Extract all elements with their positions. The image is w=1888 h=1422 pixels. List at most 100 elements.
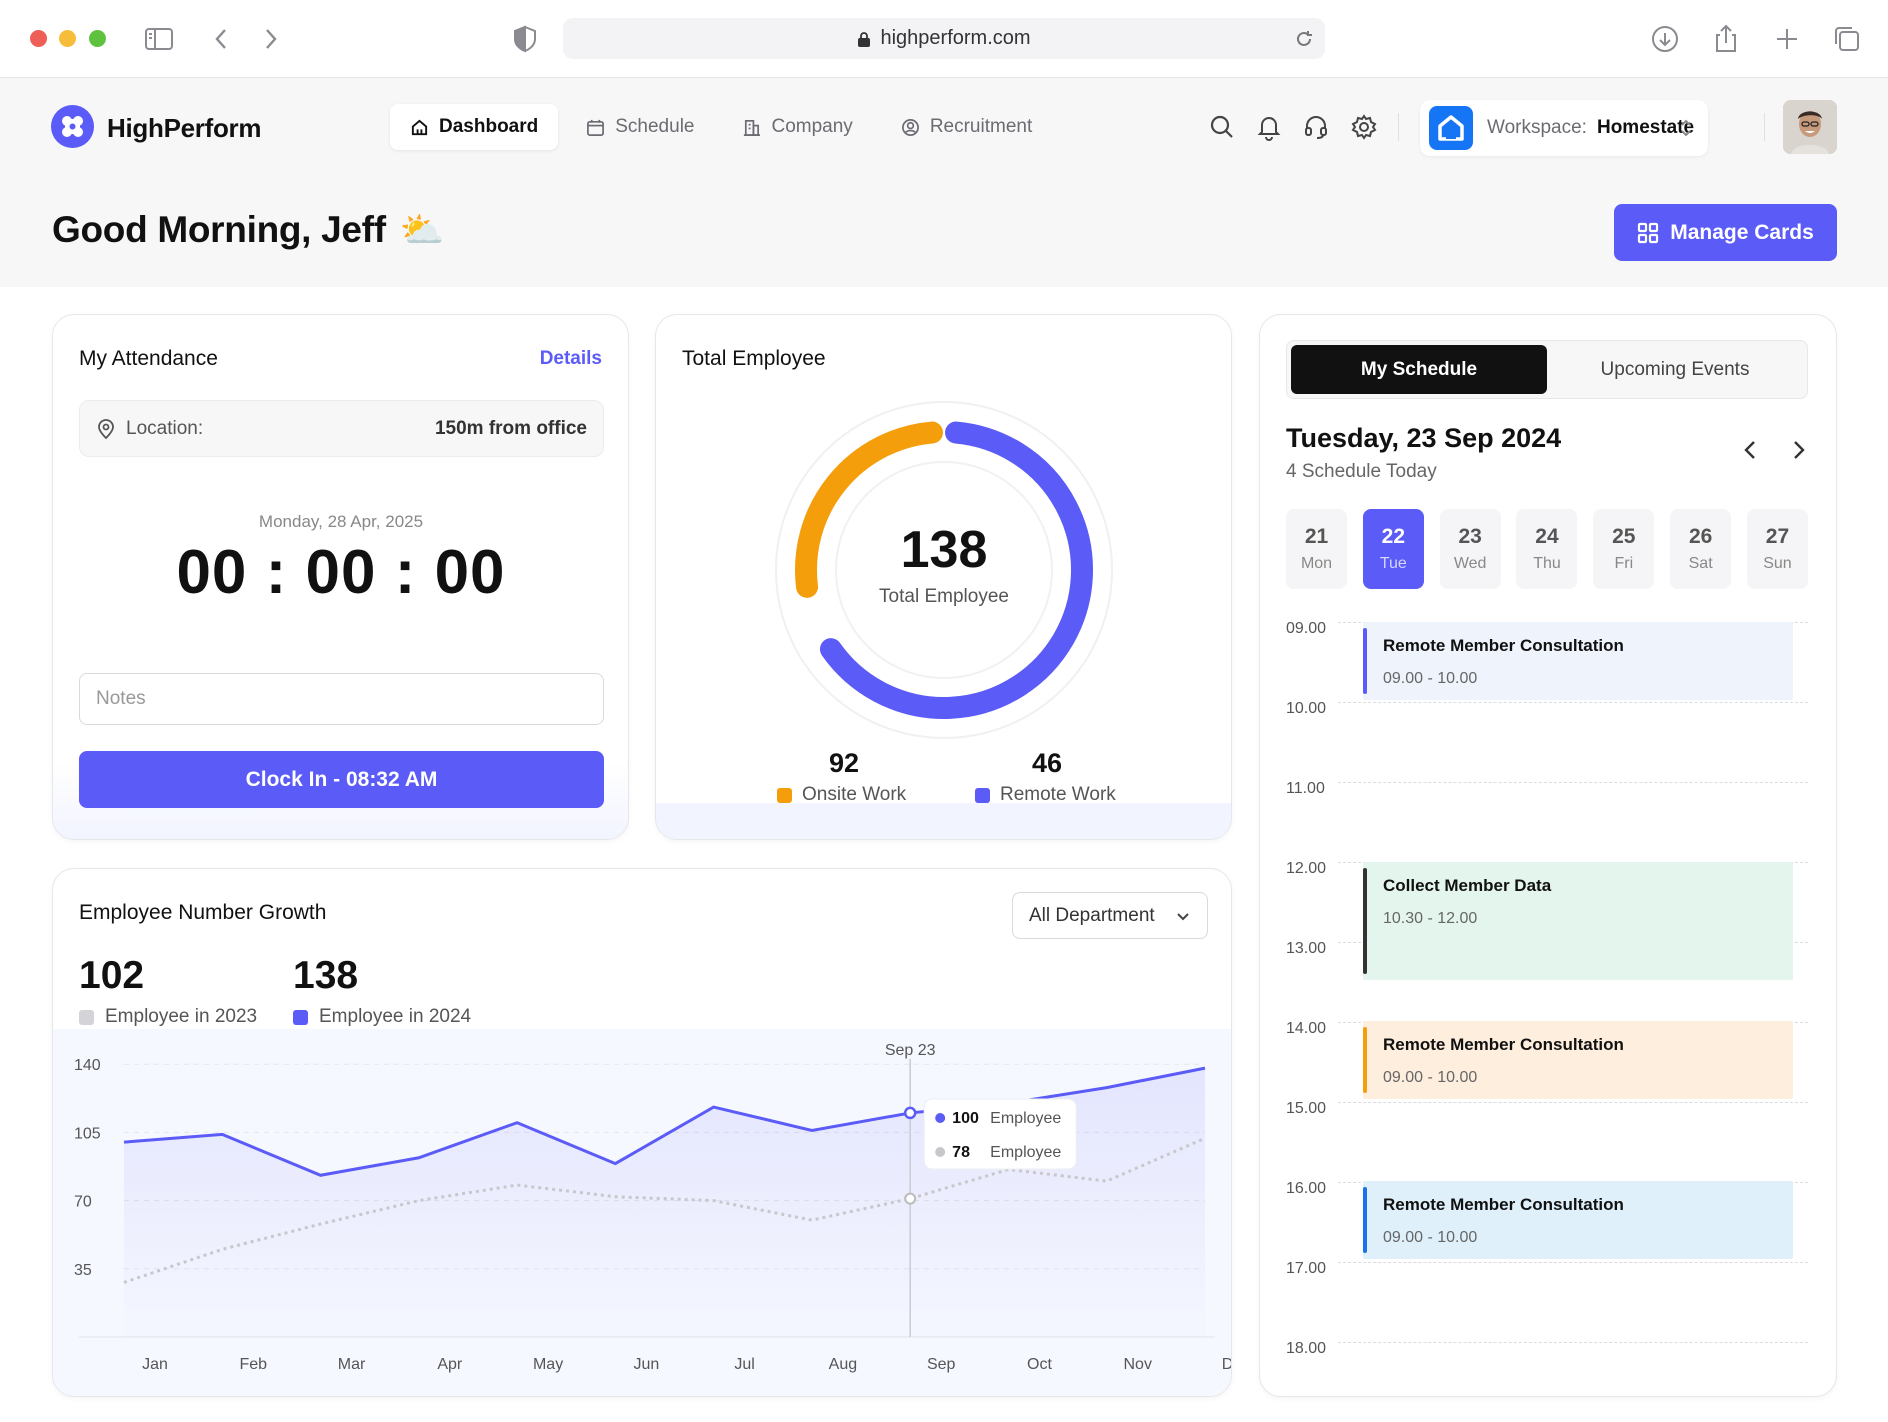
day-21[interactable]: 21 Mon xyxy=(1286,509,1347,589)
day-number: 21 xyxy=(1304,525,1329,548)
forward-icon[interactable] xyxy=(253,22,287,56)
grid-icon xyxy=(1638,222,1659,243)
nav-schedule[interactable]: Schedule xyxy=(566,104,714,150)
y-tick-label: 140 xyxy=(74,1057,101,1074)
home-icon xyxy=(411,119,428,135)
address-bar[interactable]: highperform.com xyxy=(563,18,1325,59)
series-2023-line xyxy=(123,1136,1206,1284)
close-window-button[interactable] xyxy=(30,30,47,47)
day-22[interactable]: 22 Tue xyxy=(1362,509,1424,589)
legend-2023-label: Employee in 2023 xyxy=(105,1006,258,1027)
manage-cards-label: Manage Cards xyxy=(1670,220,1814,244)
workspace-switcher[interactable]: Workspace: Homestate xyxy=(1420,100,1708,156)
greeting-text: Good Morning, Jeff xyxy=(52,209,386,250)
chevron-left-icon[interactable] xyxy=(1738,437,1764,463)
total-employee-title: Total Employee xyxy=(682,347,826,370)
chevron-down-icon xyxy=(1177,912,1189,920)
nav-schedule-label: Schedule xyxy=(615,116,695,137)
clock-in-button[interactable]: Clock In - 08:32 AM xyxy=(79,751,604,808)
day-number: 27 xyxy=(1765,525,1790,548)
event-title: Remote Member Consultation xyxy=(1383,636,1624,655)
chevron-right-icon[interactable] xyxy=(1785,437,1811,463)
day-24[interactable]: 24 Thu xyxy=(1516,509,1578,589)
back-icon[interactable] xyxy=(205,22,239,56)
settings-gear-icon[interactable] xyxy=(1350,113,1378,141)
nav-dashboard[interactable]: Dashboard xyxy=(390,104,559,150)
day-27[interactable]: 27 Sun xyxy=(1746,509,1808,589)
manage-cards-button[interactable]: Manage Cards xyxy=(1614,204,1837,261)
schedule-event[interactable]: Remote Member Consultation 09.00 - 10.00 xyxy=(1363,1021,1793,1099)
building-icon xyxy=(744,119,761,136)
employee-donut-chart xyxy=(775,401,1113,739)
bell-icon[interactable] xyxy=(1255,113,1283,141)
share-icon[interactable] xyxy=(1709,22,1743,56)
tooltip-box xyxy=(923,1098,1077,1170)
notes-input[interactable] xyxy=(79,673,604,725)
total-employee-label: Total Employee xyxy=(879,586,1009,607)
event-title: Remote Member Consultation xyxy=(1383,1195,1624,1214)
nav-company[interactable]: Company xyxy=(722,104,872,150)
day-number: 25 xyxy=(1612,525,1636,548)
workspace-label: Workspace: xyxy=(1487,117,1587,138)
day-weekday: Wed xyxy=(1453,555,1487,572)
legend-2024: Employee in 2024 xyxy=(293,1006,471,1028)
schedule-card: My Schedule Upcoming Events Tuesday, 23 … xyxy=(1259,314,1837,1397)
schedule-event[interactable]: Remote Member Consultation 09.00 - 10.00 xyxy=(1363,1181,1793,1259)
remote-swatch xyxy=(975,787,990,803)
sidebar-toggle-icon[interactable] xyxy=(142,22,176,56)
department-select[interactable]: All Department xyxy=(1012,892,1208,939)
event-color-bar xyxy=(1363,628,1367,694)
stat-2023-value: 102 xyxy=(79,954,145,997)
day-weekday: Tue xyxy=(1379,555,1407,572)
total-employee-card: Total Employee 138 Total Employee 92 Ons… xyxy=(655,314,1232,840)
schedule-event[interactable]: Collect Member Data 10.30 - 12.00 xyxy=(1363,862,1793,980)
lock-icon xyxy=(858,31,871,47)
minimize-window-button[interactable] xyxy=(59,30,76,47)
day-picker: 21 Mon 22 Tue 23 Wed 24 Thu 25 Fri 26 Sat 27 Sun xyxy=(1286,509,1808,589)
attendance-details-link[interactable]: Details xyxy=(539,348,602,369)
app-name: HighPerform xyxy=(107,113,262,143)
x-tick-label: Dec xyxy=(1222,1356,1232,1373)
new-tab-icon[interactable] xyxy=(1770,22,1804,56)
search-icon[interactable] xyxy=(1208,113,1236,141)
tab-upcoming-events[interactable]: Upcoming Events xyxy=(1600,358,1750,380)
hour-label: 11.00 xyxy=(1286,780,1325,797)
tooltip-value: 78 xyxy=(952,1144,970,1161)
headset-icon[interactable] xyxy=(1302,113,1330,141)
maximize-window-button[interactable] xyxy=(89,30,106,47)
day-25[interactable]: 25 Fri xyxy=(1593,509,1655,589)
nav-recruitment[interactable]: Recruitment xyxy=(881,104,1052,150)
attendance-date: Monday, 28 Apr, 2025 xyxy=(258,512,424,531)
tab-overview-icon[interactable] xyxy=(1830,22,1864,56)
hour-label: 09.00 xyxy=(1286,620,1327,637)
day-weekday: Mon xyxy=(1300,555,1333,572)
reload-icon[interactable] xyxy=(1293,28,1315,50)
workspace-value: Homestate xyxy=(1596,117,1695,138)
highperform-logo-icon[interactable] xyxy=(51,105,94,148)
day-23[interactable]: 23 Wed xyxy=(1439,509,1501,589)
legend-2023-swatch xyxy=(79,1009,94,1025)
event-time: 10.30 - 12.00 xyxy=(1383,910,1478,927)
privacy-shield-icon[interactable] xyxy=(508,22,542,56)
hour-label: 12.00 xyxy=(1286,860,1327,877)
tab-my-schedule[interactable]: My Schedule xyxy=(1291,345,1547,394)
x-tick-label: Jul xyxy=(734,1356,754,1373)
event-time: 09.00 - 10.00 xyxy=(1383,1229,1478,1246)
y-tick-label: 35 xyxy=(74,1262,92,1279)
location-value: 150m from office xyxy=(434,417,587,439)
dashboard-content: My Attendance Details Location: 150m fro… xyxy=(0,287,1888,1422)
hour-label: 16.00 xyxy=(1286,1180,1327,1197)
onsite-legend: Onsite Work xyxy=(777,784,906,806)
download-icon[interactable] xyxy=(1648,22,1682,56)
day-number: 24 xyxy=(1535,525,1559,548)
header-divider xyxy=(1764,113,1765,141)
day-26[interactable]: 26 Sat xyxy=(1670,509,1732,589)
hour-label: 17.00 xyxy=(1286,1260,1327,1277)
nav-recruitment-label: Recruitment xyxy=(929,116,1033,137)
user-avatar[interactable] xyxy=(1783,100,1837,154)
schedule-event[interactable]: Remote Member Consultation 09.00 - 10.00 xyxy=(1363,622,1793,700)
x-tick-label: Mar xyxy=(338,1356,366,1373)
schedule-tabs: My Schedule Upcoming Events xyxy=(1286,340,1808,399)
event-time: 09.00 - 10.00 xyxy=(1383,1069,1478,1086)
stat-2024-value: 138 xyxy=(293,954,359,997)
